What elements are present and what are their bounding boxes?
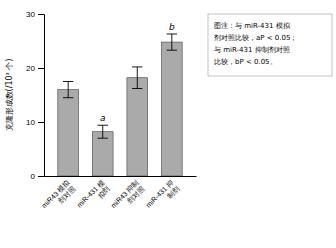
error-bar-line <box>167 34 177 50</box>
tick-label: 30 <box>26 10 35 19</box>
note-box: 图注：与 miR-431 模拟剂对照比较，aP < 0.05； 与 miR-431… <box>208 14 332 76</box>
tick: 30 <box>26 10 44 19</box>
tick-mark <box>38 14 44 15</box>
y-axis-title: 克隆形成数(/10³ 个) <box>5 59 14 132</box>
axis-line <box>38 15 45 177</box>
tick-label: 20 <box>26 64 35 73</box>
note-line: 与 miR-431 抑制剂对照 <box>214 46 290 54</box>
tick-label-line: 剂对照 <box>57 184 78 205</box>
chart: 0 10 20 30 miR43 模拟剂对照miR-431 模拟剂miR43 抑制剂对照… <box>0 0 336 248</box>
tick: 10 <box>26 118 44 127</box>
tick-label-line: 剂对照 <box>126 184 147 205</box>
tick-label-line: 制剂 <box>165 184 180 199</box>
note-line: 图注：与 miR-431 模拟 <box>214 22 290 30</box>
tick-mark <box>38 176 44 177</box>
tick: 20 <box>26 64 44 73</box>
y-axis: 0 10 20 30 <box>26 10 44 181</box>
tick-label: 0 <box>31 172 36 181</box>
note-line: 比较，bP < 0.05。 <box>214 58 277 66</box>
tick-label: 10 <box>26 118 35 127</box>
plot: 0 10 20 30 miR43 模拟剂对照miR-431 模拟剂miR43 抑制剂对照… <box>26 10 196 216</box>
tick-label-line: 拟剂 <box>96 184 111 199</box>
note-frame <box>208 14 332 76</box>
note: 图注：与 miR-431 模拟剂对照比较，aP < 0.05； 与 miR-431… <box>214 22 297 66</box>
note-line: 剂对照比较，aP < 0.05； <box>214 34 297 42</box>
annotation: b <box>169 22 175 32</box>
tick-label: miR43 模拟剂对照 <box>40 179 77 216</box>
error-bar-line <box>63 82 73 98</box>
error-bar <box>63 82 73 98</box>
tick: miR-431 抑制剂 <box>145 179 181 215</box>
error-bar <box>132 67 142 89</box>
x-axis: miR43 模拟剂对照miR-431 模拟剂miR43 抑制剂对照miR-431… <box>40 177 196 216</box>
tick: miR-431 模拟剂 <box>75 179 111 215</box>
tick: 0 <box>31 172 44 181</box>
bar <box>58 90 79 176</box>
error-bar-line <box>98 125 108 138</box>
tick-label: miR43 抑制剂对照 <box>109 179 146 216</box>
axis-line <box>45 176 197 177</box>
bar <box>127 78 148 176</box>
error-bar-line <box>132 67 142 89</box>
annotation: a <box>100 113 106 123</box>
tick-label: miR-431 抑制剂 <box>145 179 181 215</box>
marks <box>58 34 182 176</box>
tick: miR43 抑制剂对照 <box>109 179 146 216</box>
tick: miR43 模拟剂对照 <box>40 179 77 216</box>
tick-mark <box>38 122 44 123</box>
tick-mark <box>38 68 44 69</box>
error-bar <box>167 34 177 50</box>
error-bar <box>98 125 108 138</box>
tick-label: miR-431 模拟剂 <box>75 179 111 215</box>
bar <box>161 42 182 176</box>
